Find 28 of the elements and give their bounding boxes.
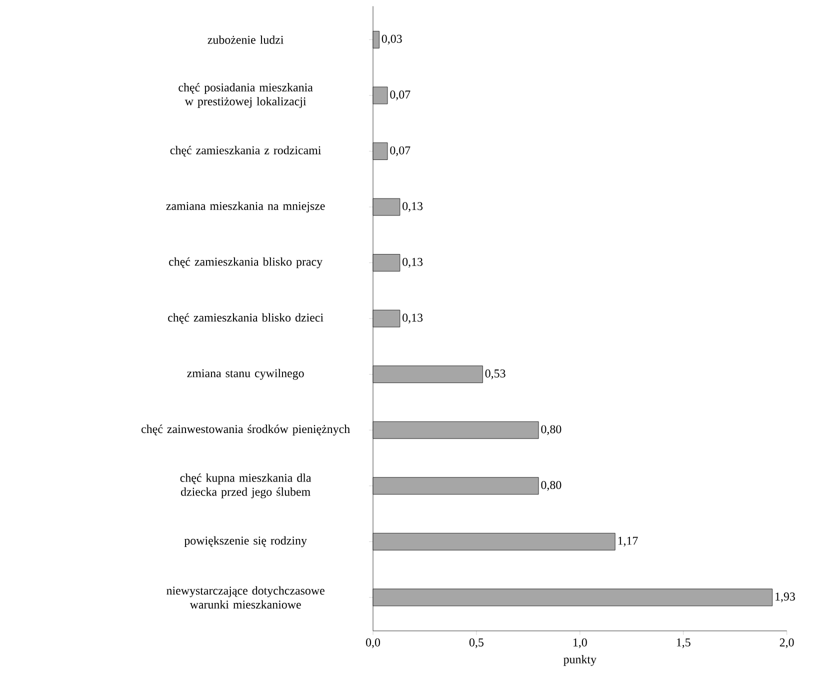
data-label: 0,53: [485, 369, 506, 380]
y-tick-label: zubożenie ludzi: [208, 35, 284, 44]
y-tick-label: chęć zainwestowania środków pieniężnych: [142, 424, 350, 436]
data-label: 1,93: [776, 592, 795, 602]
x-tick-label: 0,5: [469, 638, 484, 648]
data-label: 0,13: [402, 258, 423, 268]
y-tick-label: zmiana stanu cywilnego: [187, 368, 304, 380]
data-label: 0,13: [402, 314, 423, 324]
y-tick-label: niewystarczające dotychczasowe warunki mieszkaniowe: [166, 586, 324, 609]
y-tick-label: chęć zamieszkania blisko pracy: [169, 257, 323, 268]
data-label: 1,17: [618, 536, 638, 546]
y-tick-label: zamiana mieszkania na mniejsze: [166, 202, 325, 212]
data-label: 0,07: [390, 146, 410, 156]
data-label: 0,80: [541, 480, 562, 491]
x-axis-title: punkty: [564, 654, 596, 666]
x-tick-label: 0,0: [366, 638, 380, 648]
y-tick-label: chęć posiadania mieszkania w prestiżowej lokalizacji: [178, 83, 313, 108]
data-label: 0,07: [390, 90, 410, 100]
x-tick-label: 1,5: [676, 638, 690, 648]
x-tick-label: 2,0: [780, 638, 794, 648]
data-label: 0,13: [402, 202, 423, 212]
y-tick-label: chęć kupna mieszkania dla dziecka przed jego ślubem: [180, 473, 312, 498]
x-tick-label: 1,0: [574, 638, 587, 648]
y-tick-label: chęć zamieszkania blisko dzieci: [168, 313, 324, 324]
data-label: 0,03: [382, 34, 402, 45]
y-tick-label: chęć zamieszkania z rodzicami: [170, 146, 321, 157]
data-label: 0,80: [541, 425, 562, 435]
y-tick-label: powiększenie się rodziny: [184, 536, 307, 548]
